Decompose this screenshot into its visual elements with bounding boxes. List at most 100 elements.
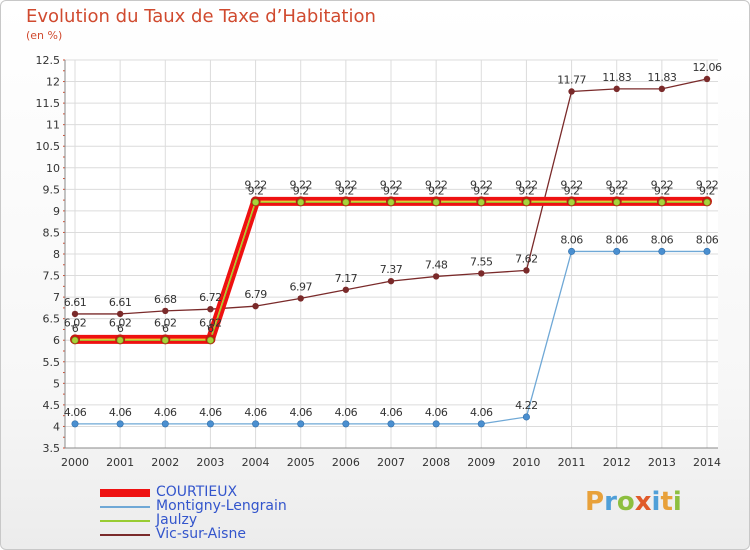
x-tick-label: 2008 [422,456,450,469]
x-tick-label: 2010 [512,456,540,469]
logo-letter: t [660,487,673,517]
data-label-courtieux: 6.02 [199,316,222,329]
data-label-vic-sur-aisne: 11.83 [647,71,676,84]
point-vic-sur-aisne [342,286,350,293]
data-label-jaulzy: 9.2 [654,184,670,197]
data-label-vic-sur-aisne: 11.77 [557,73,586,86]
point-vic-sur-aisne [568,88,575,95]
x-tick-label: 2005 [287,456,315,469]
data-label-vic-sur-aisne: 6.61 [109,296,132,309]
data-label-vic-sur-aisne: 12.06 [693,61,722,74]
point-vic-sur-aisne [116,310,124,318]
data-label-courtieux: 9.22 [425,178,448,191]
data-label-vic-sur-aisne: 6.61 [64,296,87,309]
x-tick-label: 2001 [106,456,134,469]
logo-letter: x [634,487,652,517]
point-montigny-lengrain [252,420,260,428]
data-label-montigny-lengrain: 4.06 [64,406,87,419]
x-tick-label: 2002 [151,456,179,469]
point-jaulzy [568,198,576,206]
y-tick-label: 12.5 [36,54,61,67]
y-tick-label: 11.5 [36,97,61,110]
data-label-vic-sur-aisne: 6.68 [154,293,177,306]
data-label-courtieux: 9.22 [696,178,719,191]
point-montigny-lengrain [161,420,169,428]
point-montigny-lengrain [71,420,79,428]
point-montigny-lengrain [613,247,621,255]
legend-item: Jaulzy [100,512,420,529]
chart-subtitle: (en %) [26,29,63,42]
y-tick-label: 10 [46,162,60,175]
data-label-vic-sur-aisne: 6.97 [289,280,312,293]
legend-label: Jaulzy [156,512,198,528]
point-jaulzy [342,198,350,206]
x-tick-label: 2007 [377,456,405,469]
point-montigny-lengrain [432,420,440,428]
data-label-montigny-lengrain: 4.06 [289,406,312,419]
data-label-montigny-lengrain: 4.06 [380,406,403,419]
data-label-montigny-lengrain: 4.06 [470,406,493,419]
data-label-courtieux: 9.22 [244,178,267,191]
data-label-courtieux: 6.02 [154,316,177,329]
legend-label: COURTIEUX [156,484,238,500]
x-tick-label: 2006 [332,456,360,469]
x-tick-label: 2003 [196,456,224,469]
data-label-montigny-lengrain: 8.06 [560,233,583,246]
data-label-montigny-lengrain: 8.06 [696,233,719,246]
y-tick-label: 9.5 [43,183,61,196]
y-tick-label: 6 [53,334,60,347]
y-tick-label: 7 [53,291,60,304]
y-tick-label: 6.5 [43,313,61,326]
legend-swatch [100,506,150,508]
y-tick-label: 4.5 [43,399,61,412]
point-vic-sur-aisne [297,295,304,302]
y-tick-label: 11 [46,119,60,132]
data-label-jaulzy: 6 [162,322,169,335]
data-label-jaulzy: 9.2 [293,184,309,197]
point-montigny-lengrain [387,420,395,428]
logo-letter: r [604,487,617,517]
point-montigny-lengrain [703,247,711,255]
point-montigny-lengrain [206,420,214,428]
x-tick-label: 2004 [242,456,270,469]
data-label-jaulzy: 9.2 [248,184,264,197]
data-label-vic-sur-aisne: 7.17 [335,272,358,285]
y-tick-label: 5 [53,377,60,390]
data-label-courtieux: 9.22 [289,178,312,191]
point-jaulzy [206,336,214,344]
data-label-courtieux: 9.22 [560,178,583,191]
y-tick-label: 8.5 [43,226,61,239]
point-vic-sur-aisne [71,310,79,318]
data-label-jaulzy: 9.2 [699,184,715,197]
legend-item: Vic-sur-Aisne [100,526,420,543]
data-label-courtieux: 9.22 [515,178,538,191]
point-jaulzy [477,198,485,206]
point-montigny-lengrain [342,420,350,428]
point-jaulzy [252,198,260,206]
x-tick-label: 2012 [603,456,631,469]
point-jaulzy [522,198,530,206]
point-vic-sur-aisne [703,75,711,83]
data-label-courtieux: 9.22 [335,178,358,191]
point-jaulzy [432,198,440,206]
point-montigny-lengrain [477,420,485,428]
data-label-jaulzy: 9.2 [564,184,580,197]
data-label-vic-sur-aisne: 7.48 [425,258,448,271]
point-vic-sur-aisne [207,305,214,313]
x-tick-label: 2000 [61,456,89,469]
proxiti-logo: Proxiti [585,487,682,517]
point-montigny-lengrain [522,413,530,421]
data-label-courtieux: 6.02 [64,316,87,329]
logo-letter: P [585,487,605,517]
data-label-montigny-lengrain: 4.22 [515,399,538,412]
data-label-courtieux: 9.22 [380,178,403,191]
point-jaulzy [703,198,711,206]
point-vic-sur-aisne [432,273,440,280]
legend-swatch [100,534,150,536]
point-jaulzy [387,198,395,206]
data-label-vic-sur-aisne: 6.79 [244,288,267,301]
y-tick-label: 9 [53,205,60,218]
data-label-jaulzy: 9.2 [428,184,444,197]
x-tick-label: 2011 [558,456,586,469]
x-tick-label: 2009 [467,456,495,469]
